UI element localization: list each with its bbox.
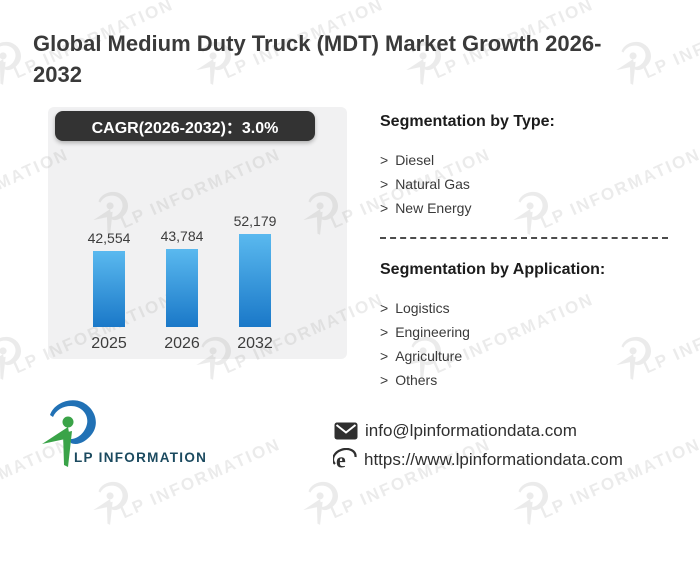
segmentation-type-heading: Segmentation by Type: (380, 113, 555, 130)
bar-rect (166, 249, 198, 327)
x-axis-label-2025: 2025 (91, 335, 127, 352)
bullet-icon: > (380, 152, 389, 168)
segmentation-type-list: > Diesel > Natural Gas > New Energy (380, 148, 471, 220)
bar-2025: 42,554 (88, 230, 130, 327)
browser-e-icon: e (333, 448, 357, 472)
list-item-label: Natural Gas (395, 176, 470, 192)
bar-2026: 43,784 (161, 228, 203, 327)
cagr-badge: CAGR(2026-2032)：3.0% (55, 111, 315, 141)
lp-information-logo (42, 400, 96, 467)
segmentation-application-heading: Segmentation by Application: (380, 261, 606, 278)
page-title: Global Medium Duty Truck (MDT) Market Gr… (33, 31, 602, 87)
bullet-icon: > (380, 300, 389, 316)
bullet-icon: > (380, 176, 389, 192)
svg-text:e: e (336, 448, 346, 472)
logo-wordmark: LP INFORMATION (74, 450, 208, 465)
list-item-logistics: > Logistics (380, 296, 470, 320)
list-item-label: Others (395, 372, 438, 388)
list-item-natural-gas: > Natural Gas (380, 172, 471, 196)
x-axis-label-2026: 2026 (164, 335, 200, 352)
bar-rect (93, 251, 125, 327)
bullet-icon: > (380, 200, 389, 216)
website-row: e https://www.lpinformationdata.com (333, 448, 623, 472)
list-item-label: Agriculture (395, 348, 463, 364)
bullet-icon: > (380, 372, 389, 388)
list-item-label: Engineering (395, 324, 470, 340)
bar-value-label: 42,554 (87, 230, 131, 246)
list-item-others: > Others (380, 368, 470, 392)
list-item-new-energy: > New Energy (380, 196, 471, 220)
website-link[interactable]: https://www.lpinformationdata.com (364, 450, 623, 469)
envelope-icon (334, 422, 358, 440)
email-row: info@lpinformationdata.com (334, 421, 577, 441)
segmentation-application-list: > Logistics > Engineering > Agriculture > Ot… (380, 296, 470, 392)
bar-rect (239, 234, 271, 327)
list-item-label: Diesel (395, 152, 435, 168)
bar-value-label: 52,179 (233, 213, 277, 229)
bullet-icon: > (380, 324, 389, 340)
dashed-divider (380, 237, 668, 239)
list-item-agriculture: > Agriculture (380, 344, 470, 368)
x-axis-label-2032: 2032 (237, 335, 273, 352)
bar-2032: 52,179 (234, 213, 276, 327)
bar-value-label: 43,784 (160, 228, 204, 244)
bullet-icon: > (380, 348, 389, 364)
list-item-label: Logistics (395, 300, 450, 316)
list-item-engineering: > Engineering (380, 320, 470, 344)
list-item-diesel: > Diesel (380, 148, 471, 172)
email-link[interactable]: info@lpinformationdata.com (365, 421, 577, 440)
list-item-label: New Energy (395, 200, 472, 216)
